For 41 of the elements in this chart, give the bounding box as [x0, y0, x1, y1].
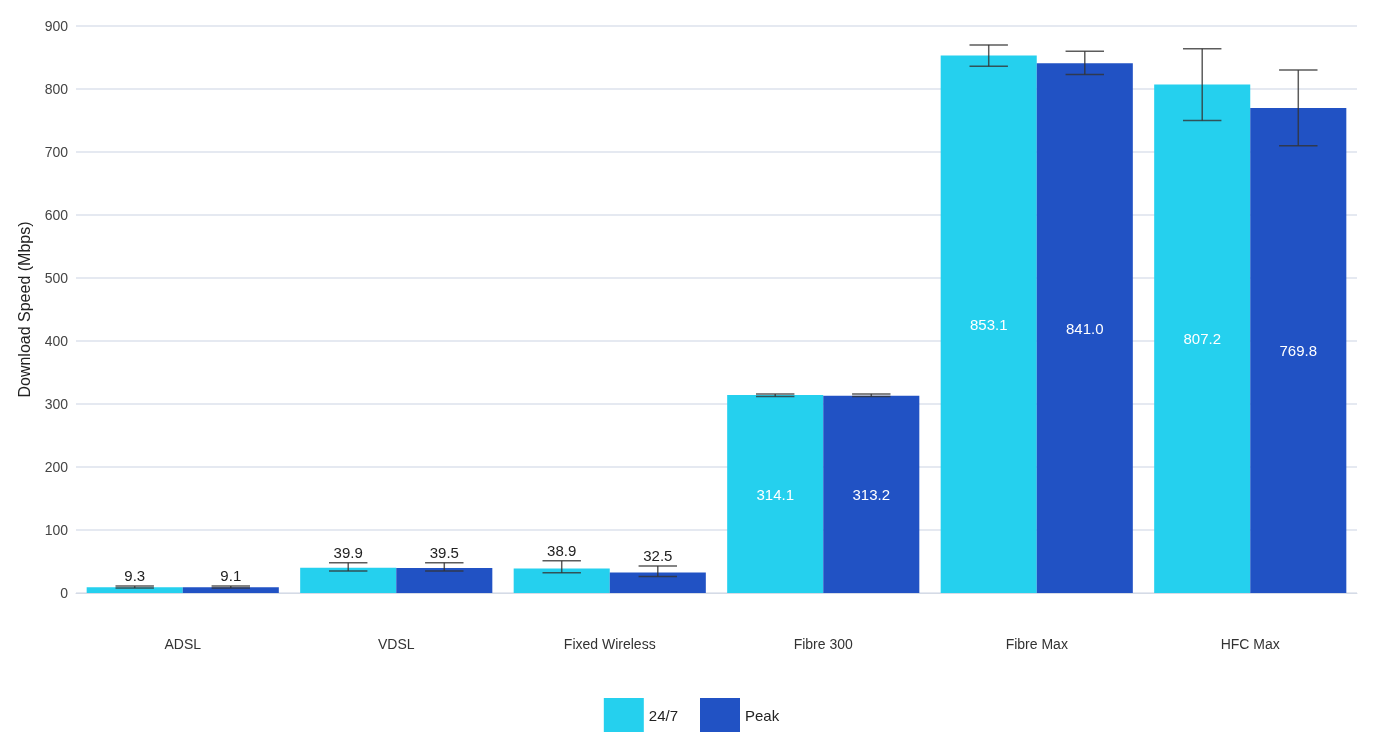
y-tick-label: 0 [60, 585, 69, 601]
data-label: 9.1 [220, 567, 242, 585]
data-label: 769.8 [1279, 342, 1318, 360]
y-tick-label: 100 [44, 522, 69, 538]
y-tick-label: 400 [44, 333, 69, 349]
bar [1154, 84, 1251, 593]
y-tick-label: 500 [44, 270, 69, 286]
data-label: 9.3 [124, 567, 146, 585]
data-label: 39.9 [333, 543, 363, 561]
x-tick-label: Fixed Wireless [563, 636, 656, 652]
legend-label: Peak [745, 706, 780, 724]
y-tick-label: 800 [44, 81, 69, 97]
x-tick-label: Fibre 300 [793, 636, 854, 652]
legend-label: 24/7 [648, 706, 679, 724]
bar [940, 55, 1037, 593]
bar [727, 395, 824, 593]
bar [396, 568, 493, 593]
y-tick-label: 200 [44, 459, 69, 475]
y-tick-label: 600 [44, 207, 69, 223]
y-axis-title: Download Speed (Mbps) [15, 221, 33, 398]
x-tick-label: Fibre Max [1005, 636, 1068, 652]
bar [1036, 63, 1133, 593]
bar [823, 395, 920, 593]
x-tick-label: ADSL [164, 636, 202, 652]
y-tick-label: 900 [44, 18, 69, 34]
data-label: 39.5 [429, 543, 459, 561]
bar [300, 567, 397, 593]
data-label: 314.1 [756, 485, 794, 503]
data-label: 32.5 [643, 546, 673, 564]
data-label: 841.0 [1066, 319, 1104, 337]
data-label: 853.1 [969, 315, 1008, 333]
data-label: 807.2 [1183, 330, 1221, 348]
x-tick-label: VDSL [377, 636, 415, 652]
bar [609, 572, 706, 593]
y-tick-label: 300 [44, 396, 69, 412]
y-tick-label: 700 [44, 144, 69, 160]
bar [1250, 108, 1347, 593]
bar [513, 568, 610, 593]
x-tick-label: HFC Max [1220, 636, 1280, 652]
data-label: 313.2 [852, 485, 891, 503]
data-label: 38.9 [547, 541, 577, 559]
